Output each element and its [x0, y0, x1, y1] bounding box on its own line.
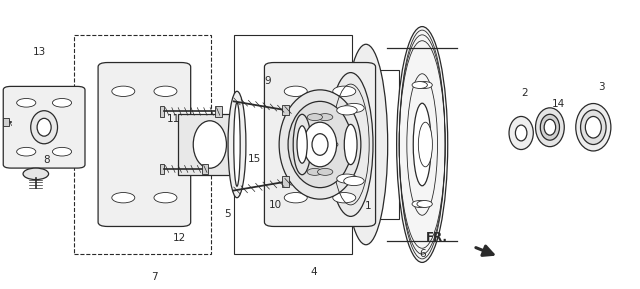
Circle shape: [307, 114, 323, 121]
Ellipse shape: [536, 108, 564, 147]
Text: 13: 13: [33, 47, 45, 58]
Circle shape: [284, 192, 307, 203]
Ellipse shape: [37, 118, 51, 136]
Ellipse shape: [31, 111, 58, 144]
Ellipse shape: [344, 124, 357, 165]
Ellipse shape: [397, 27, 448, 262]
Circle shape: [112, 86, 135, 97]
Ellipse shape: [413, 103, 431, 186]
FancyBboxPatch shape: [282, 105, 289, 115]
Circle shape: [412, 201, 428, 208]
Ellipse shape: [515, 125, 527, 141]
FancyBboxPatch shape: [264, 62, 376, 227]
Text: 10: 10: [269, 200, 282, 210]
Ellipse shape: [509, 116, 533, 149]
Circle shape: [23, 168, 49, 179]
Text: 4: 4: [310, 268, 317, 277]
Bar: [234, 35, 352, 254]
Ellipse shape: [344, 44, 388, 245]
Text: 5: 5: [224, 209, 230, 218]
FancyBboxPatch shape: [282, 176, 289, 187]
Text: FR.: FR.: [426, 231, 448, 244]
Circle shape: [112, 192, 135, 203]
Circle shape: [17, 99, 36, 107]
Text: 3: 3: [598, 82, 604, 92]
Circle shape: [317, 114, 333, 121]
Circle shape: [317, 168, 333, 175]
Ellipse shape: [540, 114, 559, 140]
Circle shape: [333, 192, 356, 203]
Ellipse shape: [576, 103, 611, 151]
Text: 7: 7: [150, 272, 157, 282]
Ellipse shape: [279, 90, 361, 199]
Circle shape: [52, 147, 72, 156]
FancyBboxPatch shape: [161, 164, 164, 174]
Text: 6: 6: [419, 249, 426, 259]
Circle shape: [412, 81, 428, 88]
Text: 14: 14: [552, 99, 565, 109]
FancyBboxPatch shape: [3, 86, 85, 168]
Circle shape: [307, 168, 323, 175]
Circle shape: [337, 174, 357, 183]
Ellipse shape: [544, 119, 556, 135]
Ellipse shape: [297, 126, 307, 163]
Circle shape: [337, 106, 357, 115]
Ellipse shape: [228, 91, 246, 198]
Text: 15: 15: [248, 154, 262, 164]
Circle shape: [323, 141, 338, 148]
Ellipse shape: [312, 134, 328, 155]
Circle shape: [302, 141, 317, 148]
Bar: [74, 35, 211, 254]
Text: 9: 9: [264, 76, 271, 86]
Text: 8: 8: [44, 155, 50, 165]
Text: 12: 12: [173, 233, 186, 243]
Ellipse shape: [293, 114, 311, 175]
Bar: [300, 70, 399, 219]
Circle shape: [344, 176, 364, 186]
Text: 2: 2: [521, 88, 527, 98]
FancyBboxPatch shape: [161, 106, 164, 116]
Circle shape: [417, 201, 432, 208]
Circle shape: [17, 147, 36, 156]
FancyBboxPatch shape: [215, 106, 221, 117]
Circle shape: [333, 86, 356, 97]
Ellipse shape: [419, 122, 433, 167]
Ellipse shape: [193, 121, 227, 168]
FancyBboxPatch shape: [178, 114, 239, 175]
Circle shape: [284, 86, 307, 97]
Circle shape: [154, 192, 177, 203]
Text: 11: 11: [166, 114, 180, 124]
FancyBboxPatch shape: [98, 62, 191, 227]
Ellipse shape: [586, 116, 602, 138]
Ellipse shape: [234, 103, 240, 186]
Ellipse shape: [328, 73, 373, 216]
Ellipse shape: [288, 101, 352, 188]
Circle shape: [417, 81, 432, 88]
FancyBboxPatch shape: [202, 164, 208, 174]
Ellipse shape: [303, 122, 337, 167]
Ellipse shape: [580, 110, 606, 144]
Circle shape: [344, 103, 364, 113]
Circle shape: [154, 86, 177, 97]
FancyBboxPatch shape: [3, 118, 9, 126]
Circle shape: [52, 99, 72, 107]
Text: 1: 1: [365, 201, 371, 211]
